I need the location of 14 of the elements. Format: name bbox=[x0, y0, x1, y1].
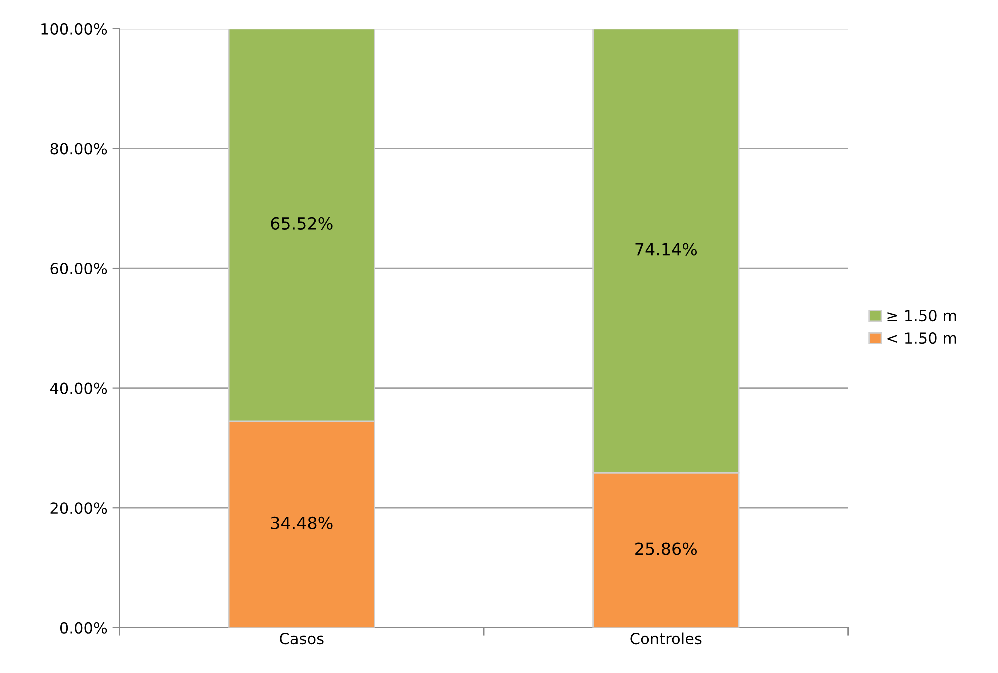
y-tick-label: 60.00% bbox=[50, 262, 108, 275]
data-label: 74.14% bbox=[636, 243, 698, 256]
y-tick-label: 80.00% bbox=[50, 143, 108, 155]
y-tick-label: 20.00% bbox=[50, 502, 108, 514]
y-tick-label: 100.00% bbox=[42, 23, 108, 35]
legend-label: ≥ 1.50 m bbox=[888, 310, 956, 322]
x-tick-label: Controles bbox=[630, 632, 702, 645]
data-label: 34.48% bbox=[271, 516, 333, 530]
data-label: 65.52% bbox=[271, 217, 333, 230]
data-label: 25.86% bbox=[636, 542, 698, 556]
y-tick-label: 40.00% bbox=[50, 382, 108, 394]
y-tick-label: 0.00% bbox=[60, 622, 108, 634]
x-tick-label: Casos bbox=[280, 633, 324, 645]
legend-label: < 1.50 m bbox=[888, 332, 956, 344]
